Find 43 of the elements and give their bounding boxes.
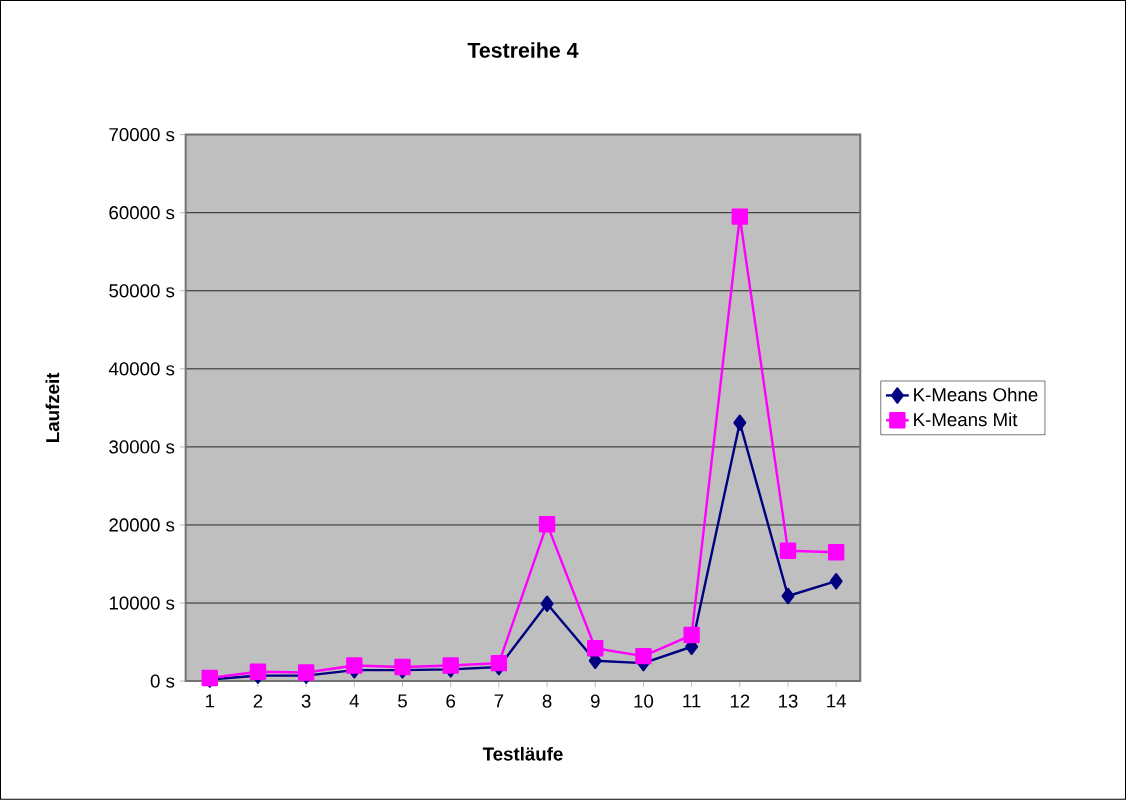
x-tick-label: 9 [590,694,600,708]
y-tick-label: 40000 s [108,362,175,376]
point [635,648,652,665]
point [587,640,604,657]
point [538,516,556,533]
point [683,626,700,644]
x-tick-label: 4 [349,694,359,708]
point [781,587,795,605]
chart-title: Testreihe 4 [467,42,579,58]
point [540,595,554,613]
x-axis-title: Testläufe [482,747,563,761]
point [394,658,411,676]
point [249,663,267,681]
x-tick-label: 10 [634,694,654,708]
point [779,542,797,560]
legend-label: K-Means Mit [914,412,1018,427]
x-tick-label: 13 [779,694,798,708]
x-tick-label: 3 [301,694,311,708]
y-tick-label: 20000 s [109,518,175,532]
point [733,414,747,432]
y-tick-label: 50000 s [109,284,175,298]
x-tick-label: 5 [398,694,407,708]
y-tick-label: 60000 s [109,206,175,220]
point [731,208,749,225]
point [827,544,845,561]
x-tick-label: 8 [542,694,552,708]
x-tick-label: 7 [494,694,504,708]
x-tick-label: 1 [205,694,215,708]
y-axis-title: Laufzeit [45,372,60,443]
y-tick-label: 10000 s [109,596,175,610]
point [490,655,508,672]
x-tick-label: 2 [253,694,263,708]
legend-label: K-Means Ohne [914,387,1038,402]
x-tick-label: 6 [446,694,456,708]
x-tick-label: 12 [730,694,750,708]
y-tick-label: 0 s [150,674,175,688]
point [442,657,459,674]
point [829,573,843,590]
y-tick-label: 30000 s [109,440,175,454]
point [346,657,363,674]
x-tick-label: 14 [827,694,847,708]
x-tick-label: 11 [683,694,701,708]
y-tick-label: 70000 s [109,128,175,142]
